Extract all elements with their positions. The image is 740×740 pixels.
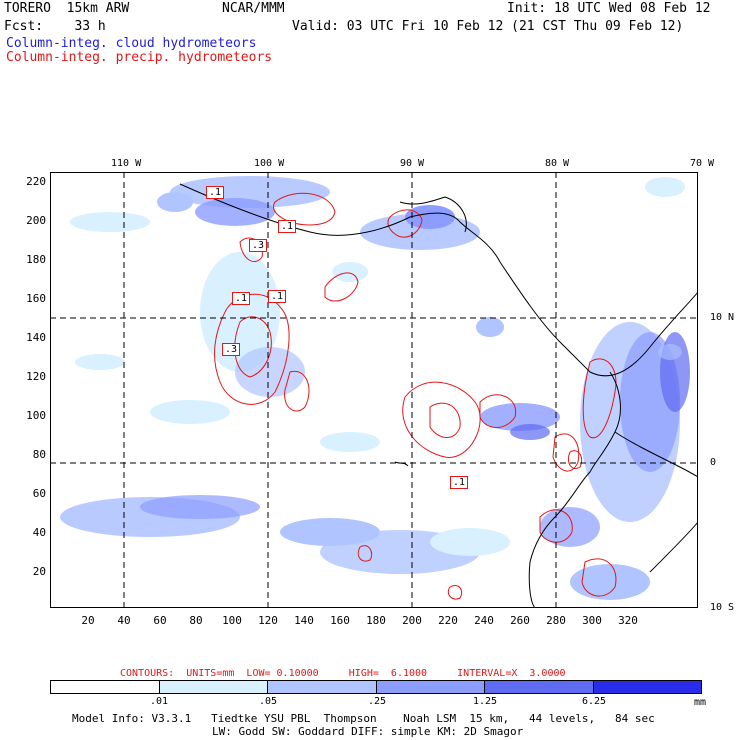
lon-label-90w: 90 W: [400, 158, 425, 169]
x-tick-300: 300: [582, 614, 602, 627]
lat-label-0: 0: [710, 457, 717, 468]
legend-swatch: [51, 681, 160, 693]
contour-label: .3: [249, 239, 268, 252]
legend-swatch: [159, 681, 268, 693]
x-tick-260: 260: [510, 614, 530, 627]
x-tick-320: 320: [618, 614, 638, 627]
lat-label-10n: 10 N: [710, 312, 735, 323]
y-tick-80: 80: [32, 448, 46, 461]
contour-info: CONTOURS: UNITS=mm LOW= 0.10000 HIGH= 6.…: [120, 668, 566, 679]
legend-label: .01: [149, 696, 169, 707]
x-tick-140: 140: [294, 614, 314, 627]
model-info-line1: Model Info: V3.3.1 Tiedtke YSU PBL Thomp…: [72, 712, 655, 725]
y-tick-120: 120: [26, 370, 46, 383]
x-tick-280: 280: [546, 614, 566, 627]
y-tick-200: 200: [26, 214, 46, 227]
organization: NCAR/MMM: [222, 1, 285, 16]
model-name: TORERO 15km ARW: [4, 1, 130, 16]
y-tick-40: 40: [32, 526, 46, 539]
x-tick-80: 80: [189, 614, 203, 627]
x-tick-40: 40: [117, 614, 131, 627]
init-time: Init: 18 UTC Wed 08 Feb 12: [507, 1, 711, 16]
legend-label: 1.25: [472, 696, 498, 707]
legend-label: 6.25: [581, 696, 607, 707]
lon-label-70w: 70 W: [690, 158, 715, 169]
coastlines: [179, 183, 698, 608]
x-tick-240: 240: [474, 614, 494, 627]
legend-swatch: [485, 681, 594, 693]
x-tick-180: 180: [366, 614, 386, 627]
x-tick-20: 20: [81, 614, 95, 627]
y-tick-140: 140: [26, 331, 46, 344]
y-tick-180: 180: [26, 253, 46, 266]
contour-label: .1: [278, 220, 297, 233]
field-cloud-label: Column-integ. cloud hydrometeors: [6, 36, 257, 51]
legend-swatch: [268, 681, 377, 693]
x-tick-120: 120: [258, 614, 278, 627]
lon-label-80w: 80 W: [545, 158, 570, 169]
y-tick-160: 160: [26, 292, 46, 305]
legend-swatch: [376, 681, 485, 693]
precip-contours: [214, 192, 617, 600]
color-legend: [50, 680, 702, 694]
lon-label-110w: 110 W: [111, 158, 142, 169]
contour-label: .3: [222, 343, 241, 356]
legend-label: .05: [258, 696, 278, 707]
forecast-hour: Fcst: 33 h: [4, 19, 106, 34]
x-tick-220: 220: [438, 614, 458, 627]
contour-label: .1: [450, 476, 469, 489]
x-tick-100: 100: [222, 614, 242, 627]
legend-label: .25: [367, 696, 387, 707]
legend-swatch: [593, 681, 701, 693]
contour-label: .1: [232, 292, 251, 305]
field-precip-label: Column-integ. precip. hydrometeors: [6, 50, 273, 65]
forecast-map: [50, 172, 698, 608]
model-info-line2: LW: Godd SW: Goddard DIFF: simple KM: 2D…: [212, 725, 524, 738]
y-tick-60: 60: [32, 487, 46, 500]
y-tick-100: 100: [26, 409, 46, 422]
x-tick-160: 160: [330, 614, 350, 627]
x-tick-60: 60: [153, 614, 167, 627]
valid-time: Valid: 03 UTC Fri 10 Feb 12 (21 CST Thu …: [292, 19, 684, 34]
y-tick-220: 220: [26, 175, 46, 188]
cloud-shading: [60, 176, 690, 600]
lat-lon-grid: [50, 172, 698, 608]
x-tick-200: 200: [402, 614, 422, 627]
legend-unit: mm: [694, 697, 707, 708]
lat-label-10s: 10 S: [710, 602, 735, 613]
y-tick-20: 20: [32, 565, 46, 578]
contour-label: .1: [206, 186, 225, 199]
contour-label: .1: [268, 290, 287, 303]
lon-label-100w: 100 W: [254, 158, 285, 169]
